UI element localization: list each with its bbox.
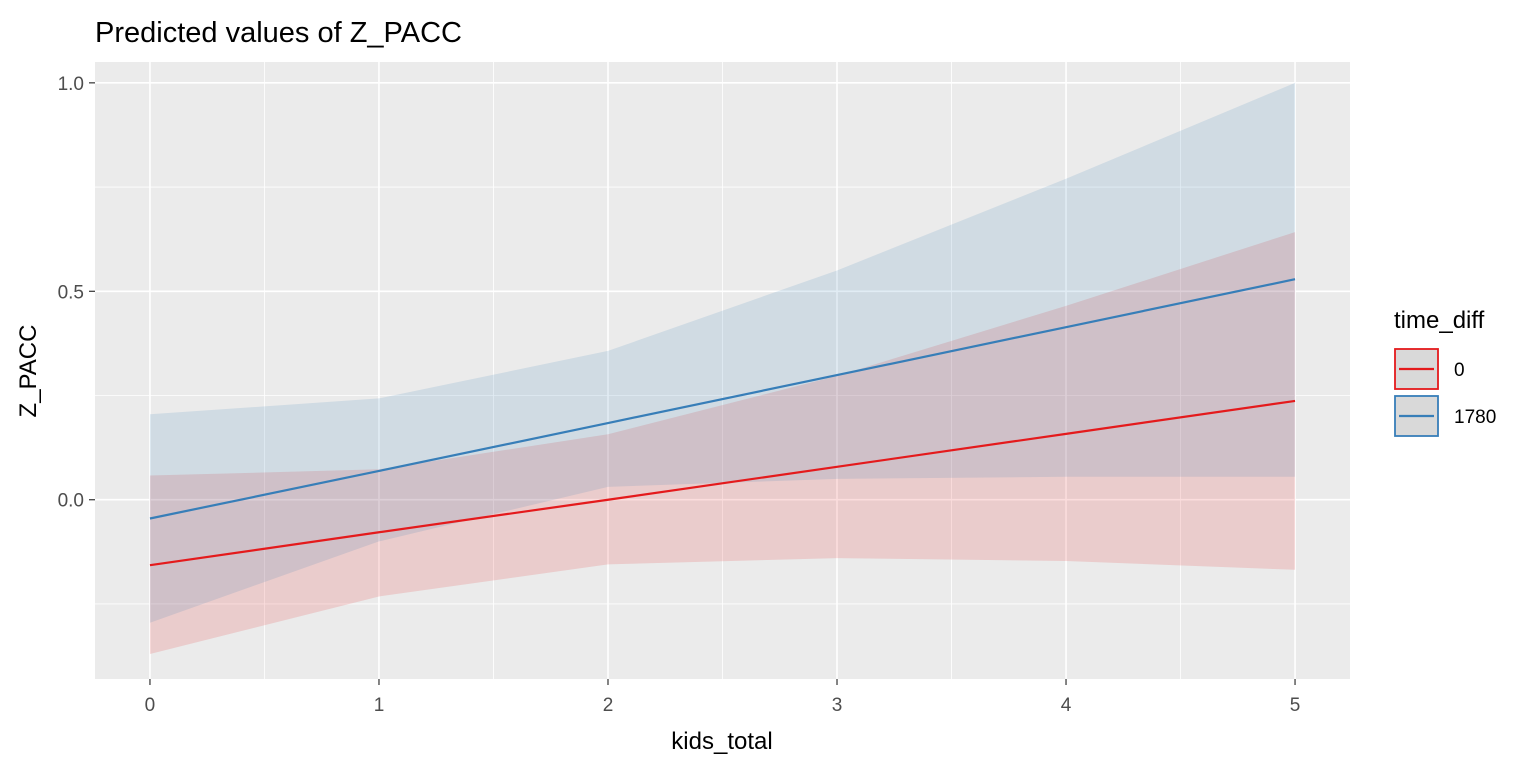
x-tick-label: 3 (832, 695, 843, 716)
ribbon-1780 (149, 82, 1296, 623)
ribbon-0 (149, 232, 1296, 654)
x-tick-label: 0 (145, 695, 156, 716)
legend-items: 0 1780 (1394, 348, 1496, 437)
x-tick-label: 4 (1061, 695, 1072, 716)
chart-title: Predicted values of Z_PACC (95, 17, 462, 49)
y-axis-title: Z_PACC (15, 325, 42, 418)
legend-label-1780: 1780 (1454, 407, 1496, 428)
confidence-ribbons (149, 82, 1296, 654)
series-lines (149, 278, 1296, 567)
x-axis-title: kids_total (671, 728, 772, 755)
legend-title: time_diff (1394, 307, 1485, 334)
legend-label-0: 0 (1454, 360, 1465, 381)
y-tick-label: 0.0 (58, 491, 84, 512)
x-tick-label: 2 (603, 695, 614, 716)
grid-minor (95, 62, 1350, 679)
series-line-1780 (149, 278, 1296, 520)
y-tick-label: 0.5 (58, 282, 84, 303)
x-tick-label: 5 (1290, 695, 1301, 716)
y-axis-ticks: 0.0 0.5 1.0 (58, 74, 95, 512)
grid-major (95, 62, 1350, 679)
legend: time_diff 0 1780 (1394, 307, 1496, 437)
y-tick-label: 1.0 (58, 74, 84, 95)
x-axis-ticks: 0 1 2 3 4 5 (145, 679, 1301, 716)
x-tick-label: 1 (374, 695, 385, 716)
series-line-0 (149, 399, 1296, 567)
